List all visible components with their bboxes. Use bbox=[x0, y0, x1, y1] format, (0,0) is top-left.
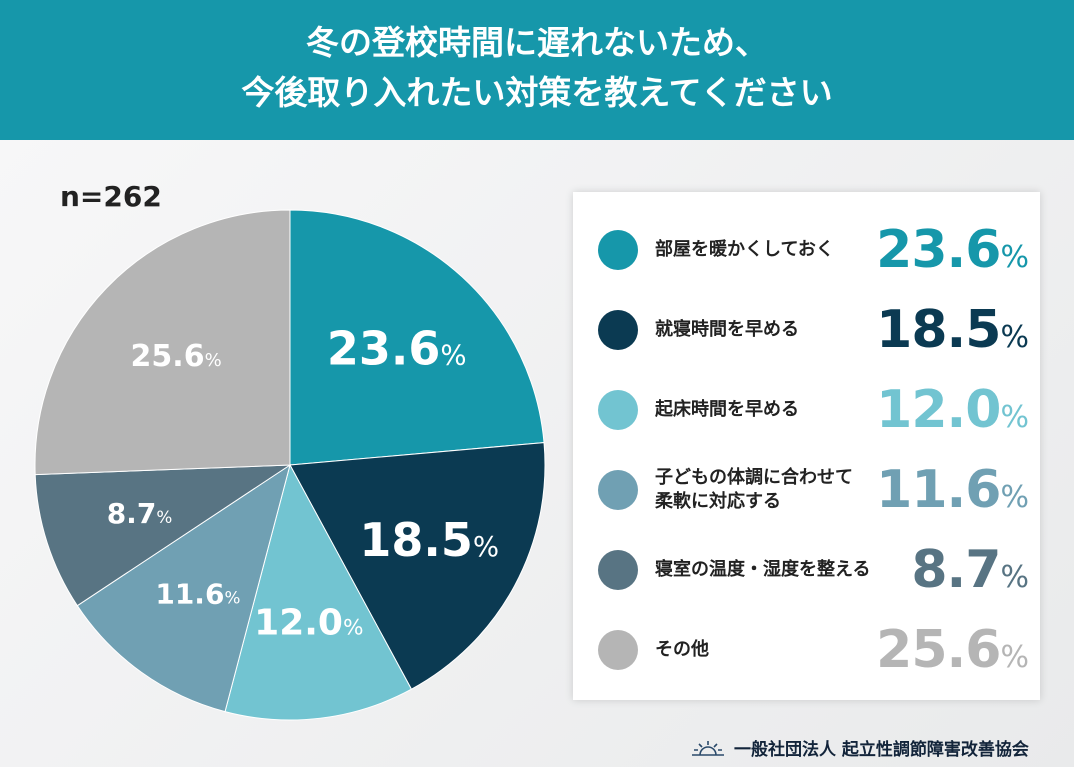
legend: 部屋を暖かくしておく 23.6% 就寝時間を早める 18.5% 起床時間を早める 12.0… bbox=[573, 192, 1040, 700]
slice-data-label: 23.6% bbox=[327, 321, 467, 375]
legend-value: 25.6% bbox=[876, 620, 1029, 680]
legend-label: 寝室の温度・湿度を整える bbox=[655, 559, 871, 580]
sample-size: n=262 bbox=[60, 180, 162, 213]
pie-slice bbox=[34, 464, 292, 607]
title-line-1: 冬の登校時間に遅れないため、 bbox=[306, 23, 768, 62]
legend-label: 部屋を暖かくしておく bbox=[655, 239, 834, 260]
pie-slice bbox=[76, 463, 291, 713]
slice-data-label: 18.5% bbox=[359, 513, 499, 567]
legend-value: 23.6% bbox=[876, 220, 1029, 280]
legend-label: 起床時間を早める bbox=[655, 399, 799, 420]
legend-item: 子どもの体調に合わせて 柔軟に対応する 11.6% bbox=[573, 450, 1040, 530]
legend-item: 部屋を暖かくしておく 23.6% bbox=[573, 210, 1040, 290]
pie-slice bbox=[34, 209, 291, 476]
legend-item: 起床時間を早める 12.0% bbox=[573, 370, 1040, 450]
legend-item: その他 25.6% bbox=[573, 610, 1040, 690]
legend-value: 12.0% bbox=[876, 380, 1029, 440]
slice-data-label: 8.7% bbox=[107, 497, 173, 530]
slice-data-label: 11.6% bbox=[155, 577, 240, 610]
pie-slice bbox=[289, 442, 546, 690]
legend-swatch bbox=[598, 310, 638, 350]
legend-swatch bbox=[598, 470, 638, 510]
sunrise-logo-icon bbox=[692, 740, 724, 756]
legend-swatch bbox=[598, 390, 638, 430]
pie-slice bbox=[224, 463, 413, 721]
slice-data-label: 25.6% bbox=[131, 339, 222, 374]
legend-value: 11.6% bbox=[876, 460, 1029, 520]
legend-value: 8.7% bbox=[911, 540, 1029, 600]
legend-swatch bbox=[598, 630, 638, 670]
organization: 一般社団法人 起立性調節障害改善協会 bbox=[690, 735, 1029, 760]
organization-name: 一般社団法人 起立性調節障害改善協会 bbox=[734, 740, 1029, 760]
legend-label: その他 bbox=[655, 639, 709, 660]
slice-data-label: 12.0% bbox=[254, 603, 363, 644]
legend-value: 18.5% bbox=[876, 300, 1029, 360]
title-line-2: 今後取り入れたい対策を教えてください bbox=[241, 73, 833, 112]
legend-label: 就寝時間を早める bbox=[655, 319, 799, 340]
legend-swatch bbox=[598, 230, 638, 270]
legend-label: 子どもの体調に合わせて 柔軟に対応する bbox=[655, 467, 853, 512]
legend-item: 寝室の温度・湿度を整える 8.7% bbox=[573, 530, 1040, 610]
legend-swatch bbox=[598, 550, 638, 590]
pie-slice bbox=[289, 209, 545, 466]
chart-title: 冬の登校時間に遅れないため、 今後取り入れたい対策を教えてください bbox=[0, 0, 1074, 140]
legend-item: 就寝時間を早める 18.5% bbox=[573, 290, 1040, 370]
